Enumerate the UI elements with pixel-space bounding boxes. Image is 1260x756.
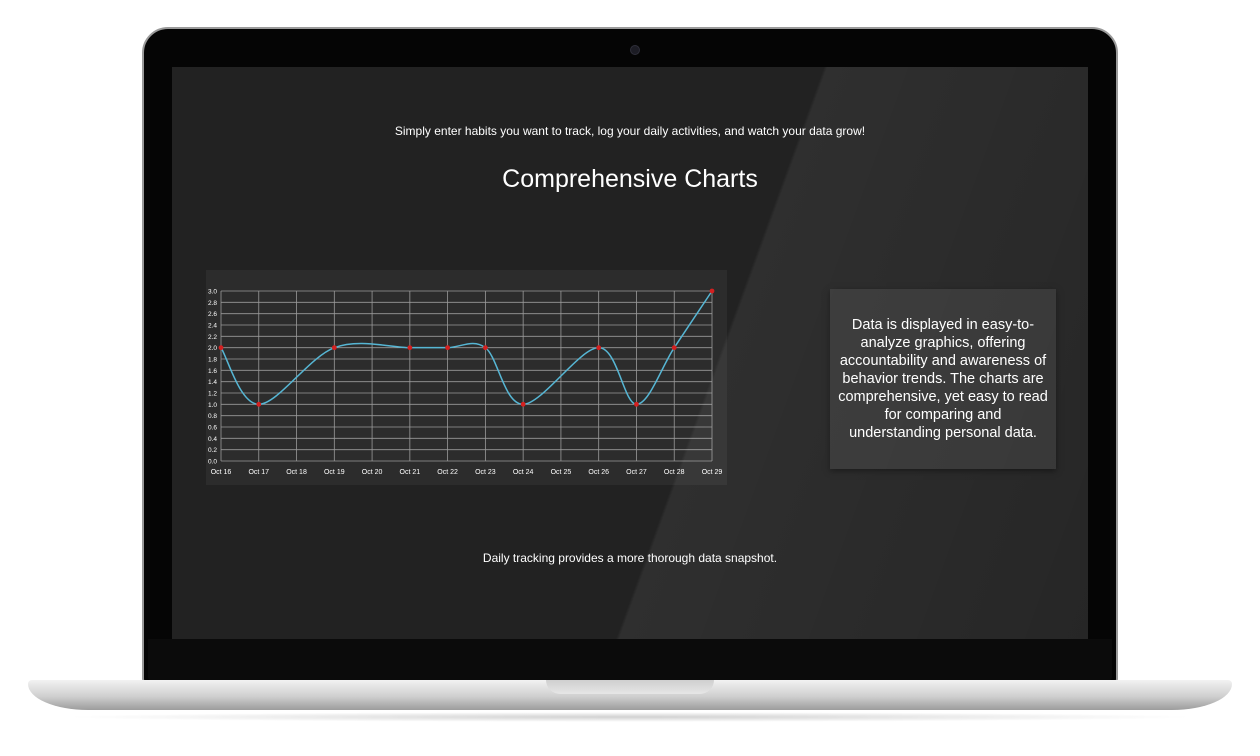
y-tick-label: 1.0 [208, 402, 217, 409]
habit-chart: 0.0 0.2 0.4 0.6 0.8 1.0 1.2 1.4 1.6 1.8 2.0 2.2 2.4 2… [206, 270, 727, 485]
y-tick-label: 1.4 [208, 379, 217, 386]
data-point [596, 345, 602, 351]
y-tick-label: 2.0 [208, 345, 217, 352]
data-point [218, 345, 224, 351]
laptop-notch [546, 680, 714, 694]
info-text: Data is displayed in easy-to-analyze gra… [838, 317, 1048, 441]
x-tick-label: Oct 25 [551, 469, 572, 476]
laptop-screen: Simply enter habits you want to track, l… [172, 67, 1088, 639]
x-tick-label: Oct 28 [664, 469, 685, 476]
x-tick-label: Oct 24 [513, 469, 534, 476]
x-tick-label: Oct 26 [588, 469, 609, 476]
x-tick-label: Oct 18 [286, 469, 307, 476]
intro-text: Simply enter habits you want to track, l… [394, 124, 866, 138]
y-tick-label: 1.6 [208, 368, 217, 375]
y-tick-label: 2.4 [208, 323, 217, 330]
data-point [634, 401, 639, 407]
info-box: Data is displayed in easy-to-analyze gra… [830, 289, 1056, 469]
data-point [445, 345, 451, 351]
camera-icon [630, 45, 640, 55]
x-tick-label: Oct 19 [324, 469, 345, 476]
data-point [407, 345, 413, 351]
y-tick-label: 1.8 [208, 357, 217, 364]
laptop-chin [148, 639, 1112, 681]
y-tick-label: 0.6 [208, 425, 217, 432]
data-point [520, 401, 526, 407]
y-tick-label: 3.0 [208, 289, 217, 296]
chart-svg: 0.0 0.2 0.4 0.6 0.8 1.0 1.2 1.4 1.6 1.8 2.0 2.2 2.4 2… [208, 288, 723, 477]
data-point [256, 401, 262, 407]
x-tick-label: Oct 22 [437, 469, 458, 476]
y-tick-label: 0.0 [208, 459, 217, 466]
data-point [709, 288, 715, 294]
laptop-base [28, 680, 1232, 710]
y-tick-label: 2.2 [208, 334, 217, 341]
y-tick-label: 0.2 [208, 447, 217, 454]
x-tick-label: Oct 16 [211, 469, 232, 476]
series-line [220, 290, 713, 406]
x-tick-label: Oct 20 [362, 469, 383, 476]
data-point [671, 345, 677, 351]
x-tick-label: Oct 17 [248, 469, 269, 476]
page-title: Comprehensive Charts [502, 165, 758, 193]
y-tick-label: 2.8 [208, 300, 217, 307]
x-tick-label: Oct 29 [702, 469, 723, 476]
laptop-shadow [60, 712, 1200, 722]
x-tick-label: Oct 27 [626, 469, 647, 476]
data-point [331, 345, 337, 351]
y-tick-label: 2.6 [208, 311, 217, 318]
y-tick-label: 1.2 [208, 391, 217, 398]
footer-text: Daily tracking provides a more thorough … [482, 551, 778, 565]
x-tick-label: Oct 21 [400, 469, 421, 476]
y-tick-label: 0.8 [208, 413, 217, 420]
y-tick-label: 0.4 [208, 436, 217, 443]
data-point [482, 345, 488, 351]
x-tick-label: Oct 23 [475, 469, 496, 476]
